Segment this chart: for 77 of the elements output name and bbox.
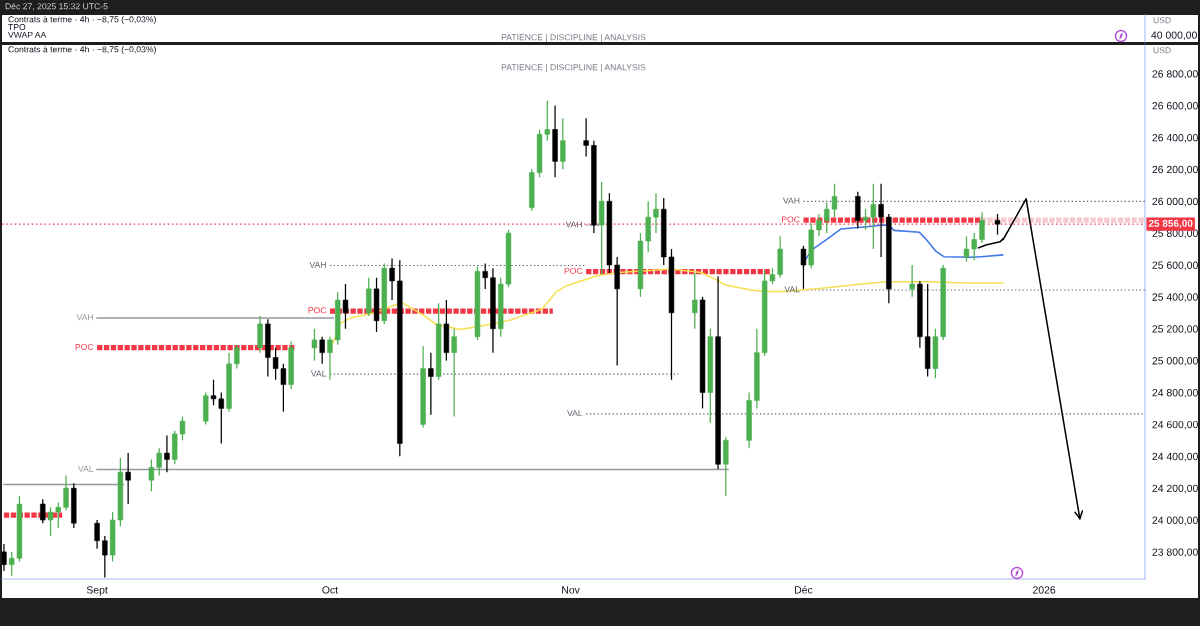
text: USD xyxy=(1153,17,1171,24)
candlestick xyxy=(482,262,488,290)
series-label: VAL xyxy=(567,410,583,417)
text: PATIENCE | DISCIPLINE | ANALYSIS xyxy=(501,63,646,73)
series-label: POC xyxy=(782,216,800,223)
candlestick xyxy=(319,336,325,365)
y-tick-label: 24 600,00 xyxy=(1152,420,1198,430)
candlestick xyxy=(311,328,318,362)
candlestick xyxy=(583,117,589,158)
series-label: POC xyxy=(564,267,583,274)
text: TPO xyxy=(8,24,26,31)
candlestick xyxy=(692,272,698,330)
candlestick xyxy=(164,434,170,473)
series-label: POC xyxy=(75,343,94,351)
ref-line-label: 25 856,00 xyxy=(1148,219,1193,229)
candlestick xyxy=(428,352,434,416)
y-tick-label: 25 200,00 xyxy=(1152,325,1198,334)
y-tick-label: 23 800,00 xyxy=(1152,548,1198,558)
candlestick xyxy=(156,447,162,477)
y-tick-label: 24 400,00 xyxy=(1152,452,1198,462)
series-label: VAH xyxy=(309,261,326,268)
y-tick-label: 25 400,00 xyxy=(1152,293,1198,302)
candlestick xyxy=(366,277,372,317)
y-tick-label: 25 000,00 xyxy=(1152,357,1198,366)
candlestick xyxy=(598,181,605,276)
y-tick-label: 25 800,00 xyxy=(1152,229,1198,239)
candlestick xyxy=(994,213,1001,236)
y-tick-label: 26 600,00 xyxy=(1152,102,1198,111)
y-tick-label: 25 600,00 xyxy=(1152,261,1198,271)
candlestick xyxy=(342,283,349,330)
annotation: Contrats à terme · 4h · −8,75 (−0,03%) xyxy=(8,45,156,55)
x-tick-label: Nov xyxy=(562,586,580,594)
y-tick-label: 26 200,00 xyxy=(1152,165,1198,175)
y-tick-label: 26 800,00 xyxy=(1152,70,1198,79)
series-label: POC xyxy=(308,307,327,314)
candlestick xyxy=(560,117,566,170)
candlestick xyxy=(979,211,985,244)
candlestick xyxy=(2,543,7,572)
candlestick xyxy=(102,535,108,579)
text: Contrats à terme · 4h · −8,75 (−0,03%) xyxy=(8,15,156,25)
candlestick xyxy=(327,336,333,381)
candlestick xyxy=(257,315,263,354)
candlestick xyxy=(63,474,69,512)
series-label: VAL xyxy=(78,465,94,472)
candlestick xyxy=(234,344,240,370)
candlestick xyxy=(909,264,915,298)
y-tick-label: 24 800,00 xyxy=(1152,389,1198,398)
candlestick xyxy=(389,257,395,301)
candlestick xyxy=(816,213,822,237)
y-tick-label: 24 000,00 xyxy=(1152,516,1198,526)
candlestick xyxy=(800,245,807,290)
text: Déc 27, 2025 15:32 UTC-5 xyxy=(5,2,108,11)
text: VWAP AA xyxy=(8,31,47,38)
candlestick xyxy=(878,183,884,258)
series-label: VAH xyxy=(565,221,582,228)
series-label: VAH xyxy=(782,197,800,204)
x-tick-label: Déc xyxy=(795,585,813,594)
y-tick-label: 26 000,00 xyxy=(1152,197,1198,207)
candlestick xyxy=(855,191,861,229)
candlestick xyxy=(148,458,155,492)
y-axis-title: USD xyxy=(1153,47,1171,54)
candlestick xyxy=(94,519,100,550)
x-tick-label: Oct xyxy=(322,586,338,594)
x-tick-label: 2026 xyxy=(1033,586,1056,594)
candlestick xyxy=(614,256,620,367)
y-tick-label: 24 200,00 xyxy=(1152,484,1198,494)
candlestick xyxy=(451,328,457,418)
x-tick-label: Sept xyxy=(86,586,108,596)
y-tick-label: 26 400,00 xyxy=(1152,133,1198,143)
candlestick xyxy=(653,192,659,234)
text: 40 000,00 xyxy=(1151,31,1197,41)
series-label: VAH xyxy=(76,314,93,321)
series-label: VAL xyxy=(310,370,327,377)
text: PATIENCE | DISCIPLINE | ANALYSIS xyxy=(501,33,646,43)
candlestick xyxy=(125,452,131,505)
candlestick xyxy=(723,436,729,497)
candlestick xyxy=(40,498,46,524)
